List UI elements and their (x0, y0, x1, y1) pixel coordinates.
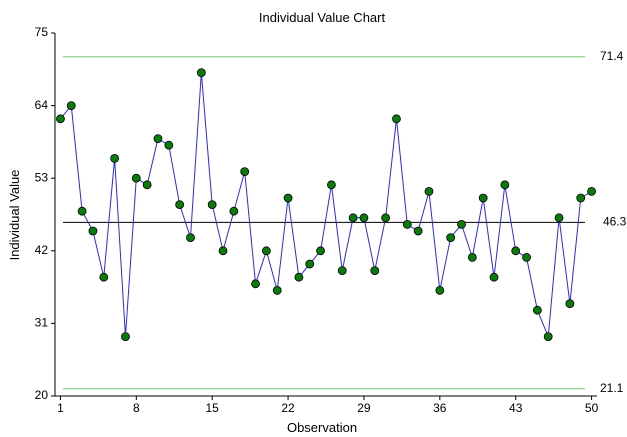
x-tick-label: 36 (433, 401, 447, 415)
data-point (207, 200, 217, 210)
data-point (294, 272, 304, 282)
data-point (283, 193, 293, 203)
data-point (66, 101, 76, 110)
data-point (305, 259, 315, 269)
data-point (554, 213, 564, 223)
data-point (457, 219, 466, 229)
data-point (359, 213, 369, 223)
data-point (229, 206, 239, 216)
plot-area: 20 31 42 53 64 75 1 8 15 22 29 36 43 50 (35, 25, 599, 415)
x-axis-title: Observation (287, 420, 357, 435)
data-point (532, 305, 542, 315)
data-point (131, 173, 141, 183)
data-point (88, 226, 98, 236)
x-tick-label: 43 (509, 401, 523, 415)
data-point (186, 233, 195, 243)
data-point (77, 206, 87, 216)
data-point (543, 332, 553, 342)
data-point (121, 332, 130, 342)
x-tick-label: 15 (206, 401, 220, 415)
lcl-label: 21.1 (600, 381, 624, 395)
data-point (424, 186, 434, 196)
x-tick-label: 50 (585, 401, 599, 415)
data-point (392, 114, 401, 124)
data-point (153, 134, 163, 144)
data-point (337, 266, 347, 276)
data-point (413, 226, 423, 236)
data-point (522, 252, 531, 262)
y-tick-label: 31 (35, 316, 49, 330)
y-tick-label: 53 (35, 170, 49, 184)
data-point (142, 180, 152, 190)
y-tick-label: 20 (35, 388, 49, 402)
data-point (511, 246, 521, 256)
data-point (446, 233, 456, 243)
data-point (316, 246, 325, 256)
data-point (435, 285, 445, 295)
x-tick-label: 1 (57, 401, 64, 415)
center-line-label: 46.3 (603, 215, 627, 229)
data-point (402, 219, 412, 229)
data-point (327, 180, 336, 190)
data-point (348, 213, 358, 223)
data-point (99, 272, 109, 282)
data-point (576, 193, 586, 203)
data-point (164, 140, 174, 150)
data-point (261, 246, 271, 256)
y-axis-title: Individual Value (7, 170, 22, 261)
x-tick-label: 29 (357, 401, 371, 415)
y-tick-label: 42 (35, 243, 49, 257)
data-point (500, 180, 510, 190)
data-point (251, 279, 260, 289)
data-point (370, 266, 380, 276)
data-point (196, 68, 206, 77)
x-tick-label: 22 (281, 401, 295, 415)
data-point (467, 252, 477, 262)
y-tick-label: 75 (35, 25, 49, 39)
data-point (478, 193, 488, 203)
data-point (56, 114, 65, 124)
data-point (381, 213, 391, 223)
data-point (272, 285, 282, 295)
x-tick-label: 8 (133, 401, 140, 415)
data-point (240, 167, 250, 177)
data-point (489, 272, 499, 282)
y-tick-label: 64 (35, 98, 49, 112)
data-point (565, 299, 575, 309)
data-point (587, 186, 596, 196)
data-point (110, 153, 120, 163)
data-point (218, 246, 228, 256)
ucl-label: 71.4 (600, 49, 624, 63)
data-point (175, 200, 185, 210)
series-line (60, 72, 592, 337)
chart-title: Individual Value Chart (259, 10, 386, 25)
